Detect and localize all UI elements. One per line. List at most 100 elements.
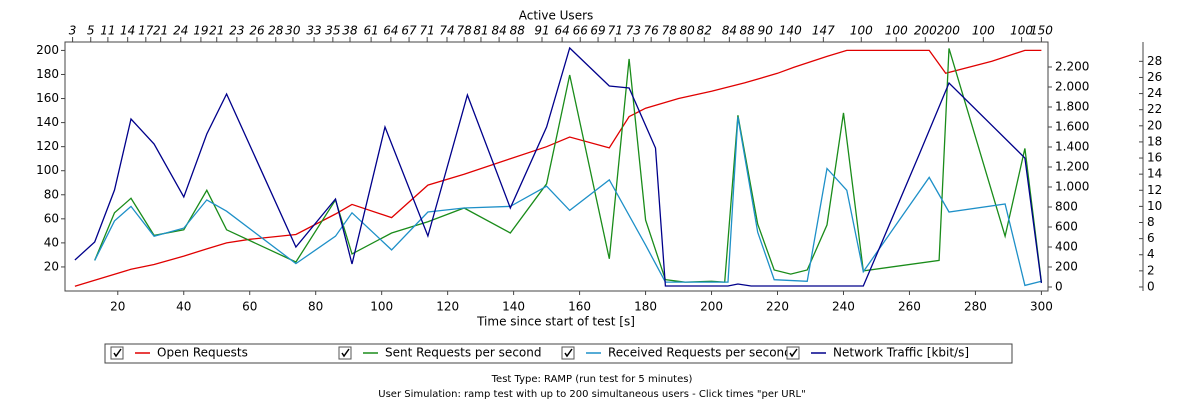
top-tick-label: 30 xyxy=(285,24,301,38)
series-line xyxy=(74,46,1043,287)
top-tick-label: 3 xyxy=(69,24,77,38)
y3-tick-label: 8 xyxy=(1147,215,1155,229)
x-tick-label: 240 xyxy=(832,300,855,314)
y2-tick-label: 1.400 xyxy=(1055,140,1089,154)
top-tick-label: 76 xyxy=(644,24,660,38)
top-tick-label: 64 xyxy=(554,24,569,38)
top-tick-label: 66 xyxy=(573,24,589,38)
top-tick-label: 78 xyxy=(456,24,472,38)
top-tick-label: 67 xyxy=(401,24,417,38)
y3-tick-label: 20 xyxy=(1147,118,1162,132)
y3-tick-label: 22 xyxy=(1147,102,1162,116)
checkmark xyxy=(789,348,798,358)
y3-tick-label: 28 xyxy=(1147,54,1162,68)
x-tick-label: 180 xyxy=(634,300,657,314)
y-tick-label: 180 xyxy=(36,67,59,81)
x-tick-label: 260 xyxy=(898,300,921,314)
y-tick-label: 140 xyxy=(36,115,59,129)
top-tick-label: 73 xyxy=(626,24,641,38)
y3-tick-label: 4 xyxy=(1147,247,1155,261)
top-tick-label: 21 xyxy=(153,24,168,38)
legend-label: Network Traffic [kbit/s] xyxy=(833,346,969,360)
y-tick-label: 40 xyxy=(44,235,59,249)
x-tick-label: 20 xyxy=(110,300,125,314)
y2-tick-label: 0 xyxy=(1055,280,1063,294)
legend-checkbox[interactable] xyxy=(110,346,124,360)
legend-checkbox[interactable] xyxy=(786,346,800,360)
x-tick-label: 40 xyxy=(176,300,191,314)
top-tick-label: 21 xyxy=(209,24,224,38)
y3-tick-label: 12 xyxy=(1147,183,1162,197)
y3-tick-label: 2 xyxy=(1147,263,1155,277)
top-tick-label: 150 xyxy=(1030,24,1053,38)
y2-tick-label: 200 xyxy=(1055,260,1078,274)
top-tick-label: 24 xyxy=(173,24,188,38)
top-tick-label: 35 xyxy=(325,24,340,38)
series-line xyxy=(94,48,1043,283)
top-tick-label: 147 xyxy=(812,24,835,38)
note: User Simulation: ramp test with up to 20… xyxy=(378,389,805,400)
top-tick-label: 71 xyxy=(608,24,623,38)
y3-tick-label: 10 xyxy=(1147,199,1162,213)
y3-tick-label: 26 xyxy=(1147,70,1162,84)
y2-tick-label: 1.000 xyxy=(1055,180,1089,194)
top-tick-label: 84 xyxy=(491,24,506,38)
x-tick-label: 140 xyxy=(502,300,525,314)
top-tick-label: 82 xyxy=(697,24,712,38)
y3-tick-label: 14 xyxy=(1147,167,1162,181)
y-tick-label: 60 xyxy=(44,211,59,225)
top-tick-label: 90 xyxy=(758,24,774,38)
top-tick-label: 33 xyxy=(306,24,321,38)
top-tick-label: 61 xyxy=(363,24,378,38)
y3-tick-label: 6 xyxy=(1147,231,1155,245)
series-line xyxy=(94,116,1042,287)
y2-tick-label: 400 xyxy=(1055,240,1078,254)
top-tick-label: 100 xyxy=(850,24,873,38)
note: Test Type: RAMP (run test for 5 minutes) xyxy=(491,374,693,385)
legend-checkbox[interactable] xyxy=(561,346,575,360)
y3-tick-label: 24 xyxy=(1147,86,1162,100)
legend-checkbox[interactable] xyxy=(338,346,352,360)
top-tick-label: 14 xyxy=(120,24,135,38)
top-tick-label: 81 xyxy=(473,24,488,38)
top-tick-label: 91 xyxy=(534,24,549,38)
x-tick-label: 160 xyxy=(568,300,591,314)
y-tick-label: 100 xyxy=(36,163,59,177)
y3-tick-label: 16 xyxy=(1147,151,1162,165)
x-tick-label: 60 xyxy=(242,300,257,314)
top-tick-label: 84 xyxy=(722,24,737,38)
legend-box xyxy=(104,343,1013,364)
y2-tick-label: 1.200 xyxy=(1055,160,1089,174)
checkmark xyxy=(564,348,573,358)
x-tick-label: 80 xyxy=(308,300,323,314)
y2-tick-label: 2.000 xyxy=(1055,80,1089,94)
top-tick-label: 28 xyxy=(268,24,284,38)
legend-label: Received Requests per second xyxy=(608,346,792,360)
top-tick-label: 80 xyxy=(679,24,695,38)
top-tick-label: 140 xyxy=(779,24,802,38)
top-tick-label: 78 xyxy=(662,24,678,38)
top-tick-label: 88 xyxy=(510,24,526,38)
top-tick-label: 38 xyxy=(342,24,358,38)
top-tick-label: 88 xyxy=(740,24,756,38)
top-axis-title: Active Users xyxy=(519,9,594,23)
top-tick-label: 5 xyxy=(87,24,95,38)
y-tick-label: 160 xyxy=(36,91,59,105)
x-tick-label: 300 xyxy=(1030,300,1053,314)
top-tick-label: 71 xyxy=(420,24,435,38)
top-tick-label: 11 xyxy=(100,24,115,38)
x-tick-label: 280 xyxy=(964,300,987,314)
y3-tick-label: 0 xyxy=(1147,279,1155,293)
top-tick-label: 100 xyxy=(1010,24,1033,38)
top-tick-label: 100 xyxy=(885,24,908,38)
top-tick-label: 200 xyxy=(914,24,937,38)
top-tick-label: 100 xyxy=(972,24,995,38)
legend-label: Sent Requests per second xyxy=(385,346,541,360)
top-tick-label: 19 xyxy=(193,24,208,38)
legend-label: Open Requests xyxy=(157,346,248,360)
y2-tick-label: 2.200 xyxy=(1055,60,1089,74)
y2-tick-label: 800 xyxy=(1055,200,1078,214)
top-tick-label: 26 xyxy=(249,24,265,38)
